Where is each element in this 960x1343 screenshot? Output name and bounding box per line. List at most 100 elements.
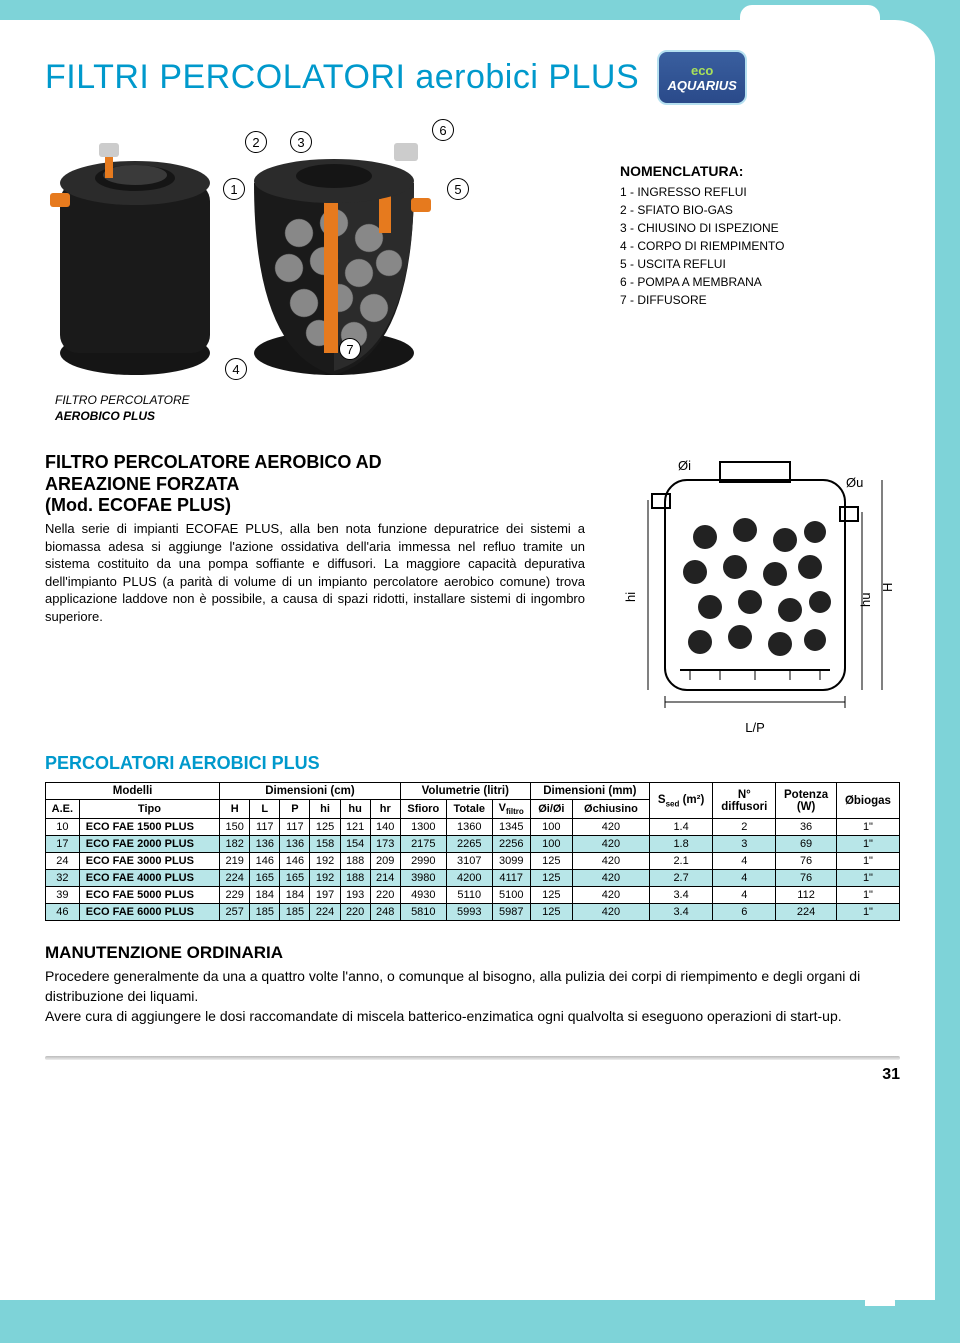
caption-line1: FILTRO PERCOLATORE — [55, 393, 190, 407]
figure-caption: FILTRO PERCOLATORE AEROBICO PLUS — [55, 393, 900, 424]
cell-H: 229 — [220, 887, 250, 904]
maintenance-p2: Avere cura di aggiungere le dosi raccoma… — [45, 1007, 900, 1027]
cell-ndiff: 4 — [713, 887, 776, 904]
cell-L: 136 — [250, 836, 280, 853]
gh-dimensioni: Dimensioni (cm) — [220, 783, 401, 800]
cell-sfioro: 5810 — [400, 904, 446, 921]
cell-totale: 2265 — [446, 836, 492, 853]
cell-H: 150 — [220, 819, 250, 836]
cell-ndiff: 4 — [713, 870, 776, 887]
cell-P: 184 — [280, 887, 310, 904]
cell-oi: 100 — [530, 836, 572, 853]
cell-ndiff: 3 — [713, 836, 776, 853]
col-totale: Totale — [446, 800, 492, 819]
description-row: FILTRO PERCOLATORE AEROBICO AD AREAZIONE… — [45, 452, 900, 735]
gh-volumetrie: Volumetrie (litri) — [400, 783, 530, 800]
page-title: FILTRI PERCOLATORI aerobici PLUS — [45, 58, 639, 97]
cell-oi: 100 — [530, 819, 572, 836]
nomenclature-list: 1 - INGRESSO REFLUI 2 - SFIATO BIO-GAS 3… — [620, 183, 900, 309]
cell-totale: 3107 — [446, 853, 492, 870]
heading-line: FILTRO PERCOLATORE AEROBICO AD — [45, 452, 382, 472]
nomenclature-box: NOMENCLATURA: 1 - INGRESSO REFLUI 2 - SF… — [620, 123, 900, 383]
page: FILTRI PERCOLATORI aerobici PLUS eco AQU… — [0, 20, 935, 1300]
col-ndiff: N°diffusori — [713, 783, 776, 819]
cell-hi: 192 — [310, 870, 340, 887]
cell-ssed: 1.8 — [649, 836, 712, 853]
table-group-header: Modelli Dimensioni (cm) Volumetrie (litr… — [46, 783, 900, 800]
col-hi: hi — [310, 800, 340, 819]
title-row: FILTRI PERCOLATORI aerobici PLUS eco AQU… — [45, 50, 900, 105]
tank-cutaway: 5 6 7 — [239, 123, 439, 383]
col-hr: hr — [370, 800, 400, 819]
caption-line2: AEROBICO PLUS — [55, 409, 155, 423]
cell-sfioro: 2175 — [400, 836, 446, 853]
cell-obio: 1" — [836, 870, 899, 887]
cell-hr: 248 — [370, 904, 400, 921]
cell-hu: 154 — [340, 836, 370, 853]
cell-oi: 125 — [530, 853, 572, 870]
table-row: 24ECO FAE 3000 PLUS219146146192188209299… — [46, 853, 900, 870]
nomenclature-item: 3 - CHIUSINO DI ISPEZIONE — [620, 219, 900, 237]
cell-tipo: ECO FAE 4000 PLUS — [79, 870, 219, 887]
table-row: 46ECO FAE 6000 PLUS257185185224220248581… — [46, 904, 900, 921]
heading-line: (Mod. ECOFAE PLUS) — [45, 495, 231, 515]
unit: (m²) — [683, 794, 705, 806]
cell-tipo: ECO FAE 6000 PLUS — [79, 904, 219, 921]
cell-P: 165 — [280, 870, 310, 887]
cell-obio: 1" — [836, 887, 899, 904]
cell-hu: 188 — [340, 870, 370, 887]
page-number: 31 — [45, 1066, 900, 1084]
cell-totale: 4200 — [446, 870, 492, 887]
cell-ae: 17 — [46, 836, 80, 853]
table-row: 32ECO FAE 4000 PLUS224165165192188214398… — [46, 870, 900, 887]
callout-6: 6 — [432, 119, 454, 141]
lbl: V — [499, 802, 506, 814]
cell-H: 219 — [220, 853, 250, 870]
tank-exterior-svg — [45, 123, 225, 383]
cell-ssed: 2.7 — [649, 870, 712, 887]
cell-obio: 1" — [836, 904, 899, 921]
cell-L: 146 — [250, 853, 280, 870]
cell-vfiltro: 5987 — [492, 904, 530, 921]
cell-hi: 158 — [310, 836, 340, 853]
cell-pot: 112 — [776, 887, 837, 904]
label-ou: Øu — [846, 475, 863, 490]
nomenclature-item: 4 - CORPO DI RIEMPIMENTO — [620, 237, 900, 255]
cell-tipo: ECO FAE 1500 PLUS — [79, 819, 219, 836]
col-vfiltro: Vfiltro — [492, 800, 530, 819]
cell-ndiff: 4 — [713, 853, 776, 870]
heading-line: AREAZIONE FORZATA — [45, 474, 239, 494]
product-diagram-row: 1 2 3 4 — [45, 123, 900, 383]
col-ae: A.E. — [46, 800, 80, 819]
col-tipo: Tipo — [79, 800, 219, 819]
cell-tipo: ECO FAE 5000 PLUS — [79, 887, 219, 904]
sub: (W) — [797, 801, 816, 813]
nomenclature-item: 7 - DIFFUSORE — [620, 291, 900, 309]
cell-oi: 125 — [530, 870, 572, 887]
gh-modelli: Modelli — [46, 783, 220, 800]
description-text: FILTRO PERCOLATORE AEROBICO AD AREAZIONE… — [45, 452, 585, 625]
cell-sfioro: 2990 — [400, 853, 446, 870]
cell-H: 257 — [220, 904, 250, 921]
cell-oi: 125 — [530, 904, 572, 921]
gh-dim-mm: Dimensioni (mm) — [530, 783, 649, 800]
nomenclature-item: 2 - SFIATO BIO-GAS — [620, 201, 900, 219]
cell-tipo: ECO FAE 2000 PLUS — [79, 836, 219, 853]
dimension-schematic: hi hu H Øi Øu L/P — [610, 452, 900, 735]
col-p: P — [280, 800, 310, 819]
cell-vfiltro: 3099 — [492, 853, 530, 870]
col-l: L — [250, 800, 280, 819]
cell-ssed: 1.4 — [649, 819, 712, 836]
nomenclature-item: 5 - USCITA REFLUI — [620, 255, 900, 273]
lbl: S — [658, 794, 666, 806]
maintenance-p1: Procedere generalmente da una a quattro … — [45, 967, 900, 1006]
cell-oi: 125 — [530, 887, 572, 904]
callout-7: 7 — [339, 338, 361, 360]
table-row: 10ECO FAE 1500 PLUS150117117125121140130… — [46, 819, 900, 836]
cell-hi: 125 — [310, 819, 340, 836]
cell-obio: 1" — [836, 853, 899, 870]
cell-H: 182 — [220, 836, 250, 853]
cell-hr: 173 — [370, 836, 400, 853]
nomenclature-heading: NOMENCLATURA: — [620, 163, 900, 179]
cell-hr: 214 — [370, 870, 400, 887]
